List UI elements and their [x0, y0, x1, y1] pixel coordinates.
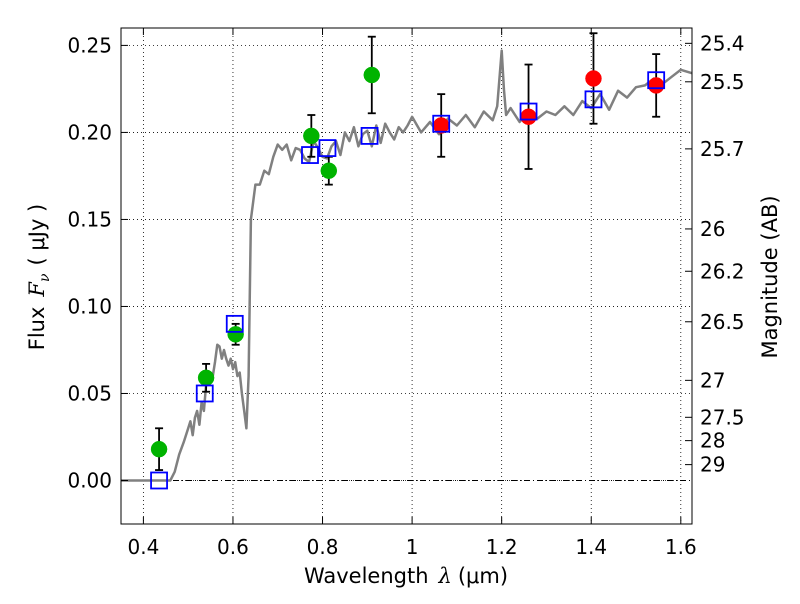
x-tick-labels: 0.4 0.6 0.8 1 1.2 1.4 1.6 — [127, 535, 696, 559]
model-square — [647, 71, 666, 90]
magnitude-tick-label: 28 — [700, 429, 725, 453]
model-square — [432, 114, 451, 133]
model-square — [584, 90, 603, 109]
y-tick-label: 0.00 — [67, 468, 112, 492]
y-tick-label: 0.20 — [67, 120, 112, 144]
y-tick-label: 0.15 — [67, 207, 112, 231]
magnitude-tick-label: 26.2 — [700, 259, 745, 283]
x-tick-label: 1 — [406, 535, 419, 559]
data-point — [303, 127, 320, 145]
magnitude-tick-label: 25.4 — [700, 31, 745, 55]
y-tick-label: 0.05 — [67, 381, 112, 405]
x-tick-label: 1.6 — [665, 535, 697, 559]
axis-ticks — [121, 28, 692, 524]
model-square — [225, 314, 244, 333]
magnitude-tick-label: 26 — [700, 217, 725, 241]
error-bars — [155, 32, 661, 471]
data-point — [227, 326, 244, 343]
y-tick-label: 0.25 — [67, 33, 112, 57]
x-tick-label: 0.6 — [217, 535, 249, 559]
model-square — [150, 471, 168, 490]
y-tick-label: 0.10 — [67, 294, 112, 318]
model-square — [195, 384, 214, 403]
y-axis-title-subscript: ν — [37, 273, 53, 282]
observed-points — [150, 66, 665, 458]
magnitude-tick-label: 25.7 — [700, 137, 745, 161]
y-axis-title-unit: ( μJy ) — [25, 204, 49, 266]
data-point — [150, 440, 168, 458]
data-point — [585, 70, 602, 87]
magnitude-tick-label: 29 — [700, 453, 725, 477]
magnitude-tick-label: 27 — [700, 368, 725, 392]
data-point — [197, 369, 215, 387]
grid — [121, 28, 692, 524]
x-axis-title-text: Wavelength — [304, 564, 429, 588]
x-tick-label: 0.8 — [307, 535, 339, 559]
data-point — [520, 108, 537, 126]
x-axis-title: Wavelength λ (μm) — [304, 564, 508, 588]
plot-frame — [120, 27, 693, 525]
y-tick-labels: 0.00 0.05 0.10 0.15 0.20 0.25 — [67, 33, 112, 492]
magnitude-tick-label: 27.5 — [700, 405, 745, 429]
data-point — [363, 66, 381, 84]
magnitude-tick-label: 26.5 — [700, 310, 745, 334]
x-tick-label: 1.2 — [486, 535, 518, 559]
y-axis-title-symbol: F — [25, 281, 49, 298]
model-square — [519, 102, 538, 121]
x-tick-label: 1.4 — [575, 535, 607, 559]
model-photometry-squares — [150, 71, 666, 490]
data-point — [647, 77, 665, 94]
model-square — [360, 127, 379, 145]
x-axis-title-unit: (μm) — [458, 564, 508, 588]
magnitude-axis-title: Magnitude (AB) — [758, 195, 782, 358]
x-tick-label: 0.4 — [127, 535, 159, 559]
magnitude-tick-label: 25.5 — [700, 70, 745, 94]
data-point — [320, 162, 338, 179]
model-square — [301, 146, 319, 164]
x-axis-title-symbol: λ — [438, 564, 452, 588]
y-axis-title-text: Flux — [25, 307, 49, 351]
y-axis-title: Flux Fν ( μJy ) — [25, 204, 53, 350]
model-square — [318, 139, 337, 157]
